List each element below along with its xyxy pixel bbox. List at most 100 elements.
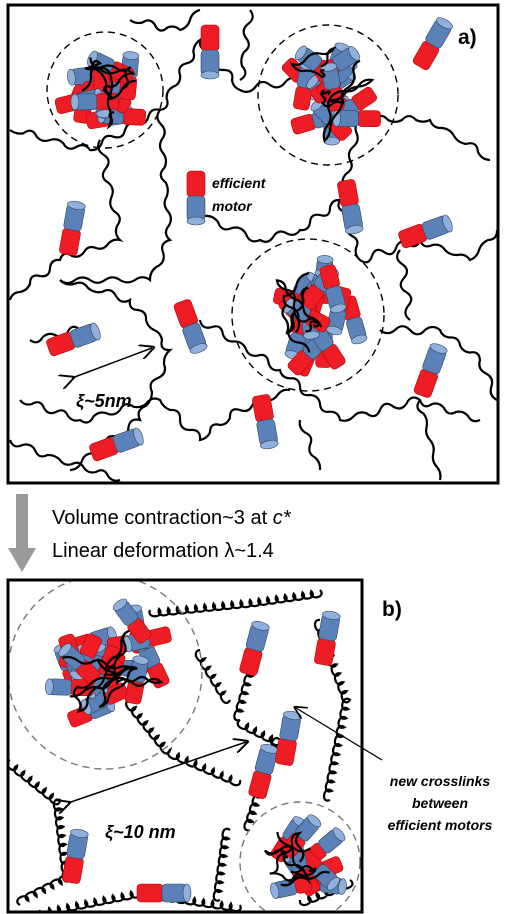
motor	[319, 264, 347, 314]
polymer-chain	[62, 655, 136, 713]
motor	[332, 110, 381, 127]
polymer-chain	[289, 46, 337, 79]
polymer-chain	[9, 37, 301, 152]
motor-red-half	[314, 637, 336, 666]
motor-red-half	[337, 179, 359, 208]
polymer-chain	[129, 8, 201, 32]
cluster-outline	[9, 581, 203, 770]
polymer-chain	[359, 114, 491, 162]
motor	[239, 621, 270, 676]
polymer-chain	[298, 419, 322, 471]
polymer-chain	[416, 399, 442, 481]
motor-cap	[294, 45, 307, 61]
motor-cap	[200, 70, 220, 80]
annotation: efficient motors	[388, 817, 493, 833]
motor	[337, 179, 364, 235]
coiled-chain	[212, 827, 231, 902]
polymer-chain	[269, 831, 311, 885]
polymer-chain	[281, 286, 311, 353]
polymer-chain	[98, 629, 138, 709]
motor	[89, 427, 144, 462]
motor-cap	[122, 51, 140, 60]
motor	[413, 343, 448, 398]
motor	[314, 610, 341, 666]
motor-cap	[303, 330, 320, 340]
coiled-chain	[233, 647, 282, 832]
polymer-chain	[282, 272, 319, 333]
polymer-chain	[198, 319, 481, 423]
motor	[112, 598, 152, 644]
panel-a-drawing	[9, 8, 497, 482]
motor	[62, 828, 89, 884]
caption-line: Volume contraction~3 at c*	[52, 507, 292, 529]
motor-cap	[67, 200, 86, 210]
motor-cap	[330, 303, 347, 314]
motor	[173, 299, 208, 354]
polymer-chain	[396, 249, 413, 321]
motor-cap	[45, 678, 54, 696]
annotation-arrow	[296, 708, 383, 761]
motor-red-half	[357, 110, 381, 127]
polymer-chain	[239, 9, 254, 81]
motor-cap	[70, 93, 80, 111]
cluster-outline	[231, 238, 385, 392]
polymer-chain	[59, 109, 173, 285]
polymer-chain	[189, 119, 361, 243]
cluster-outline	[239, 801, 361, 913]
motor-cap	[270, 882, 280, 899]
polymer-chain	[9, 139, 124, 301]
motor-cap	[189, 343, 208, 354]
motor-cap	[133, 427, 144, 446]
motor-cap	[67, 69, 76, 86]
polymer-chain	[280, 865, 331, 887]
polymer-chain	[322, 59, 375, 144]
coiled-chain	[125, 698, 242, 787]
motor-red-half	[124, 679, 145, 705]
annotation: between	[412, 795, 468, 811]
motor-red-half	[275, 737, 297, 766]
motor	[186, 170, 206, 226]
polymer-chain	[59, 279, 174, 472]
caption-line: Linear deformation λ~1.4	[52, 540, 274, 562]
motor	[248, 744, 279, 799]
motor-cap	[436, 17, 453, 30]
polymer-chain	[337, 199, 497, 264]
coiled-chain	[9, 758, 72, 906]
mesh-arrow	[68, 742, 246, 803]
polymer-chain	[81, 59, 132, 92]
motor	[398, 214, 453, 249]
motor	[252, 394, 279, 450]
polymer-chain	[263, 845, 311, 873]
motor-cap	[112, 598, 128, 611]
motor-red-half	[200, 24, 220, 52]
panel-a-frame	[6, 3, 500, 485]
annotation: new crosslinks	[390, 773, 491, 789]
motor-cap	[337, 878, 347, 895]
motor-cap	[351, 334, 368, 345]
transition-arrow	[8, 494, 36, 572]
motor-cap	[90, 322, 101, 341]
motor-cap	[316, 255, 334, 264]
motor-cap	[307, 814, 322, 828]
motor-cap	[251, 621, 270, 631]
polymer-chain	[9, 439, 121, 482]
motor	[124, 655, 150, 705]
motor	[200, 24, 220, 80]
cluster-outline	[257, 24, 399, 166]
polymer-chain	[379, 325, 497, 401]
mesh-arrow	[72, 348, 152, 378]
motor-cap	[182, 883, 192, 903]
motor	[136, 883, 192, 903]
motor-red-half	[59, 227, 81, 256]
polymer-chain	[19, 388, 291, 442]
motor-cap	[186, 216, 206, 226]
panel-b-label: b)	[382, 598, 402, 621]
coiled-chain	[148, 589, 323, 618]
panel-b-drawing	[9, 581, 361, 913]
motor-cap	[326, 876, 340, 891]
motor-red-half	[62, 855, 84, 884]
motor-cap	[70, 828, 89, 838]
motor-note: efficient	[212, 175, 267, 191]
motor-note: motor	[212, 198, 253, 214]
motor	[59, 200, 86, 256]
